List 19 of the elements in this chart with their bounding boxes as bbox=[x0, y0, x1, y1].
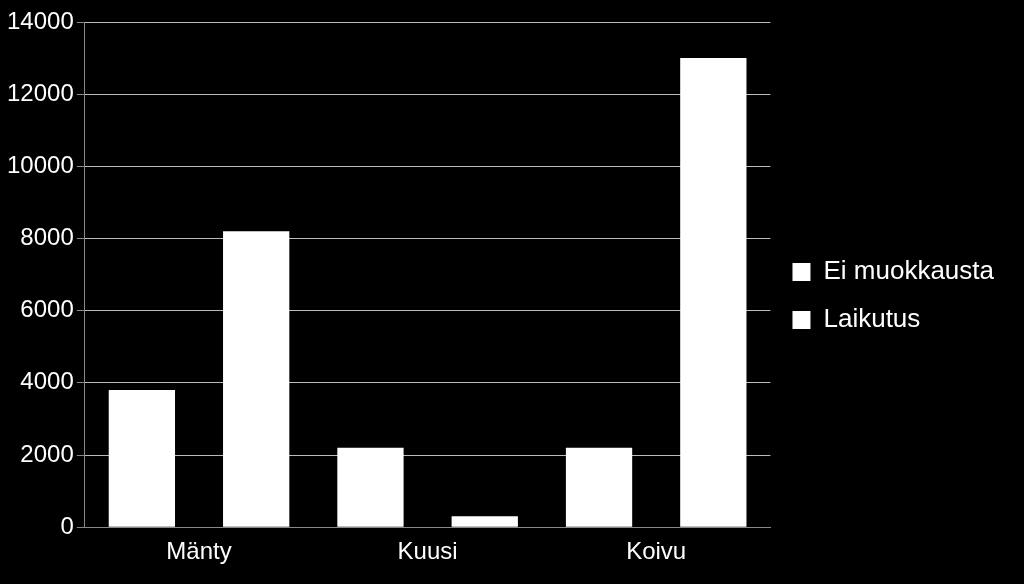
x-tick-label: Mänty bbox=[166, 537, 232, 565]
y-tick-label: 0 bbox=[60, 511, 74, 539]
legend-label: Ei muokkausta bbox=[823, 255, 995, 286]
y-tick-label: 2000 bbox=[20, 439, 74, 467]
y-tick-label: 12000 bbox=[6, 78, 74, 106]
y-tick-label: 14000 bbox=[6, 6, 74, 34]
bar bbox=[680, 58, 747, 527]
y-tick-label: 6000 bbox=[20, 295, 74, 323]
bar bbox=[565, 447, 633, 527]
x-tick-label: Koivu bbox=[626, 537, 687, 565]
legend-label: Laikutus bbox=[823, 303, 921, 334]
bar bbox=[223, 231, 290, 527]
bar bbox=[337, 447, 404, 527]
x-tick-label: Kuusi bbox=[397, 537, 458, 565]
y-tick-label: 4000 bbox=[20, 367, 74, 395]
y-tick-label: 8000 bbox=[20, 223, 74, 251]
bar bbox=[451, 516, 518, 527]
y-tick-label: 10000 bbox=[6, 150, 74, 178]
bar bbox=[108, 390, 176, 527]
